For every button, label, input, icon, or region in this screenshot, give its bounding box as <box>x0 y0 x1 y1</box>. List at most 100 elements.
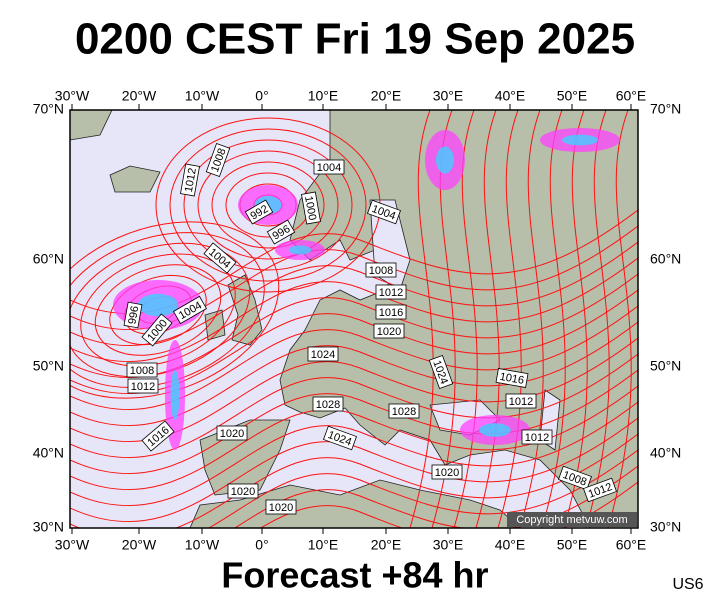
label-box <box>127 378 159 394</box>
longitude-label: 0° <box>255 88 268 104</box>
longitude-label: 40°E <box>495 537 526 553</box>
isobar-label: 1008 <box>126 362 158 378</box>
label-box <box>521 429 553 445</box>
isobar <box>70 353 638 458</box>
precipitation <box>288 245 312 255</box>
isobar <box>70 401 638 506</box>
isobar-value: 1012 <box>525 432 549 444</box>
label-box <box>205 142 231 178</box>
label-box <box>366 199 402 225</box>
isobar-label: 1024 <box>307 346 339 362</box>
label-box <box>388 403 420 419</box>
label-box <box>312 396 344 412</box>
longitude-label: 60°E <box>616 537 647 553</box>
isobar <box>607 110 632 528</box>
latitude-label: 50°N <box>650 358 681 374</box>
latitude-label: 40°N <box>33 445 64 461</box>
latitude-label: 50°N <box>33 358 64 374</box>
latitude-label: 30°N <box>650 519 681 535</box>
longitude-label: 50°E <box>557 88 588 104</box>
isobar-value: 1020 <box>269 502 293 514</box>
isobar <box>70 369 638 474</box>
isobar <box>585 110 610 528</box>
isobar-label: 1020 <box>216 425 248 441</box>
label-box <box>141 420 175 452</box>
isobar-value: 1012 <box>509 396 533 408</box>
model-code: US6 <box>672 576 703 593</box>
isobar-value: 1020 <box>435 467 459 479</box>
label-box <box>505 393 537 409</box>
label-box <box>375 304 407 320</box>
isobar-value: 1016 <box>499 371 525 387</box>
label-box <box>557 465 593 491</box>
latitude-label: 40°N <box>650 445 681 461</box>
longitude-label: 50°E <box>557 537 588 553</box>
label-box <box>172 295 208 325</box>
isobar-value: 1000 <box>302 195 318 221</box>
isobar-value: 1028 <box>316 399 340 411</box>
isobar-value: 1004 <box>317 162 341 174</box>
longitude-label: 10°W <box>185 537 220 553</box>
forecast: Forecast +84 hr <box>221 555 488 596</box>
isobar-label: 1004 <box>313 159 345 175</box>
label-box <box>301 191 321 225</box>
label-box <box>582 477 618 503</box>
isobar-label: 1008 <box>365 262 397 278</box>
isobar-value: 1016 <box>379 307 403 319</box>
isobar-value: 1008 <box>369 265 393 277</box>
longitude-label: 20°W <box>122 88 157 104</box>
latitude-label: 70°N <box>650 101 681 117</box>
label-box <box>123 301 143 329</box>
longitude-label: 10°E <box>308 88 339 104</box>
longitude-label: 10°E <box>308 537 339 553</box>
isobar <box>183 139 353 271</box>
isobar-label: 1020 <box>265 499 297 515</box>
label-box <box>495 368 529 388</box>
longitude-label: 30°E <box>433 88 464 104</box>
isobar <box>197 150 339 260</box>
label-box <box>375 284 407 300</box>
precipitation <box>436 146 454 174</box>
isobar-label: 1016 <box>495 368 529 388</box>
label-box <box>307 346 339 362</box>
label-box <box>180 163 200 197</box>
longitude-label: 0° <box>255 537 268 553</box>
title: 0200 CEST Fri 19 Sep 2025 <box>75 15 635 64</box>
isobar-value: 1012 <box>131 381 155 393</box>
isobar-value: 1012 <box>379 287 403 299</box>
label-box <box>244 199 274 225</box>
label-box <box>431 464 463 480</box>
label-box <box>227 483 259 499</box>
isobar <box>70 241 638 346</box>
isobar <box>259 481 638 528</box>
isobar <box>109 274 207 346</box>
longitude-label: 60°E <box>616 88 647 104</box>
longitude-label: 20°W <box>122 537 157 553</box>
isobar-label: 1012 <box>505 393 537 409</box>
precipitation <box>137 293 179 317</box>
isobar <box>70 221 280 399</box>
latitude-label: 60°N <box>33 251 64 267</box>
latitude-label: 60°N <box>650 251 681 267</box>
isobar-label: 1020 <box>431 464 463 480</box>
longitude-label: 30°W <box>55 88 90 104</box>
isobar-label: 1016 <box>141 420 175 452</box>
isobar-label: 1012 <box>180 163 200 197</box>
isobar-value: 1028 <box>392 406 416 418</box>
precipitation <box>479 423 511 437</box>
isobar <box>211 161 325 249</box>
longitude-label: 20°E <box>371 88 402 104</box>
isobar-value: 1020 <box>220 428 244 440</box>
map-frame <box>69 109 639 529</box>
isobar-label: 1012 <box>127 378 159 394</box>
longitude-label: 40°E <box>495 88 526 104</box>
longitude-label: 20°E <box>371 537 402 553</box>
isobar-label: 1016 <box>375 304 407 320</box>
copyright-box <box>507 512 637 527</box>
isobar <box>497 110 522 528</box>
isobar-value: 1020 <box>231 486 255 498</box>
label-box <box>313 159 345 175</box>
label-box <box>373 323 405 339</box>
isobar <box>207 449 638 528</box>
